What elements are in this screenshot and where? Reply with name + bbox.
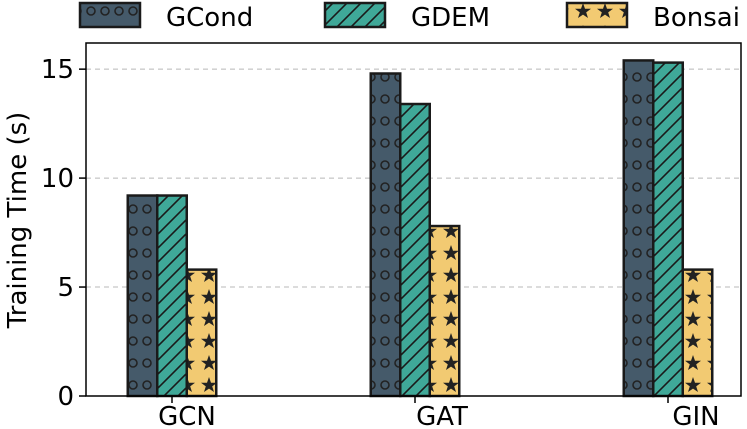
x-axis: GCN GAT GIN	[158, 396, 720, 429]
legend-label: GCond	[166, 3, 253, 33]
plot-frame	[85, 42, 742, 397]
y-axis-title: Training Time (s)	[3, 112, 33, 330]
bar-gdem-gin	[652, 61, 684, 398]
bar-bonsai-gat	[428, 224, 461, 398]
legend-swatch	[323, 1, 387, 29]
legend-swatch	[565, 1, 629, 29]
x-tick-label: GIN	[672, 402, 719, 429]
y-axis: 0 5 10 15	[41, 55, 86, 412]
legend-item-gdem: GDEM	[323, 1, 490, 33]
bar-gcond-gat	[369, 72, 402, 398]
y-tick-label: 0	[57, 382, 74, 412]
legend-label: GDEM	[411, 3, 490, 33]
x-tick-label: GAT	[416, 402, 468, 429]
y-tick-label: 15	[41, 55, 74, 85]
bar-bonsai-gcn	[185, 268, 218, 398]
bar-bonsai-gin	[681, 268, 714, 398]
bars	[126, 59, 714, 398]
bar-gcond-gin	[622, 59, 655, 398]
bar-gcond-gcn	[126, 194, 159, 398]
y-tick-label: 10	[41, 164, 74, 194]
legend-item-gcond: GCond	[78, 1, 253, 33]
legend-label: Bonsai	[653, 3, 740, 33]
y-tick-label: 5	[57, 273, 74, 303]
legend-swatch	[78, 1, 142, 29]
legend: GCond GDEM Bonsai	[78, 1, 740, 33]
legend-item-bonsai: Bonsai	[565, 1, 740, 33]
x-tick-label: GCN	[158, 402, 216, 429]
bar-gdem-gcn	[156, 194, 188, 398]
bar-gdem-gat	[399, 102, 431, 398]
